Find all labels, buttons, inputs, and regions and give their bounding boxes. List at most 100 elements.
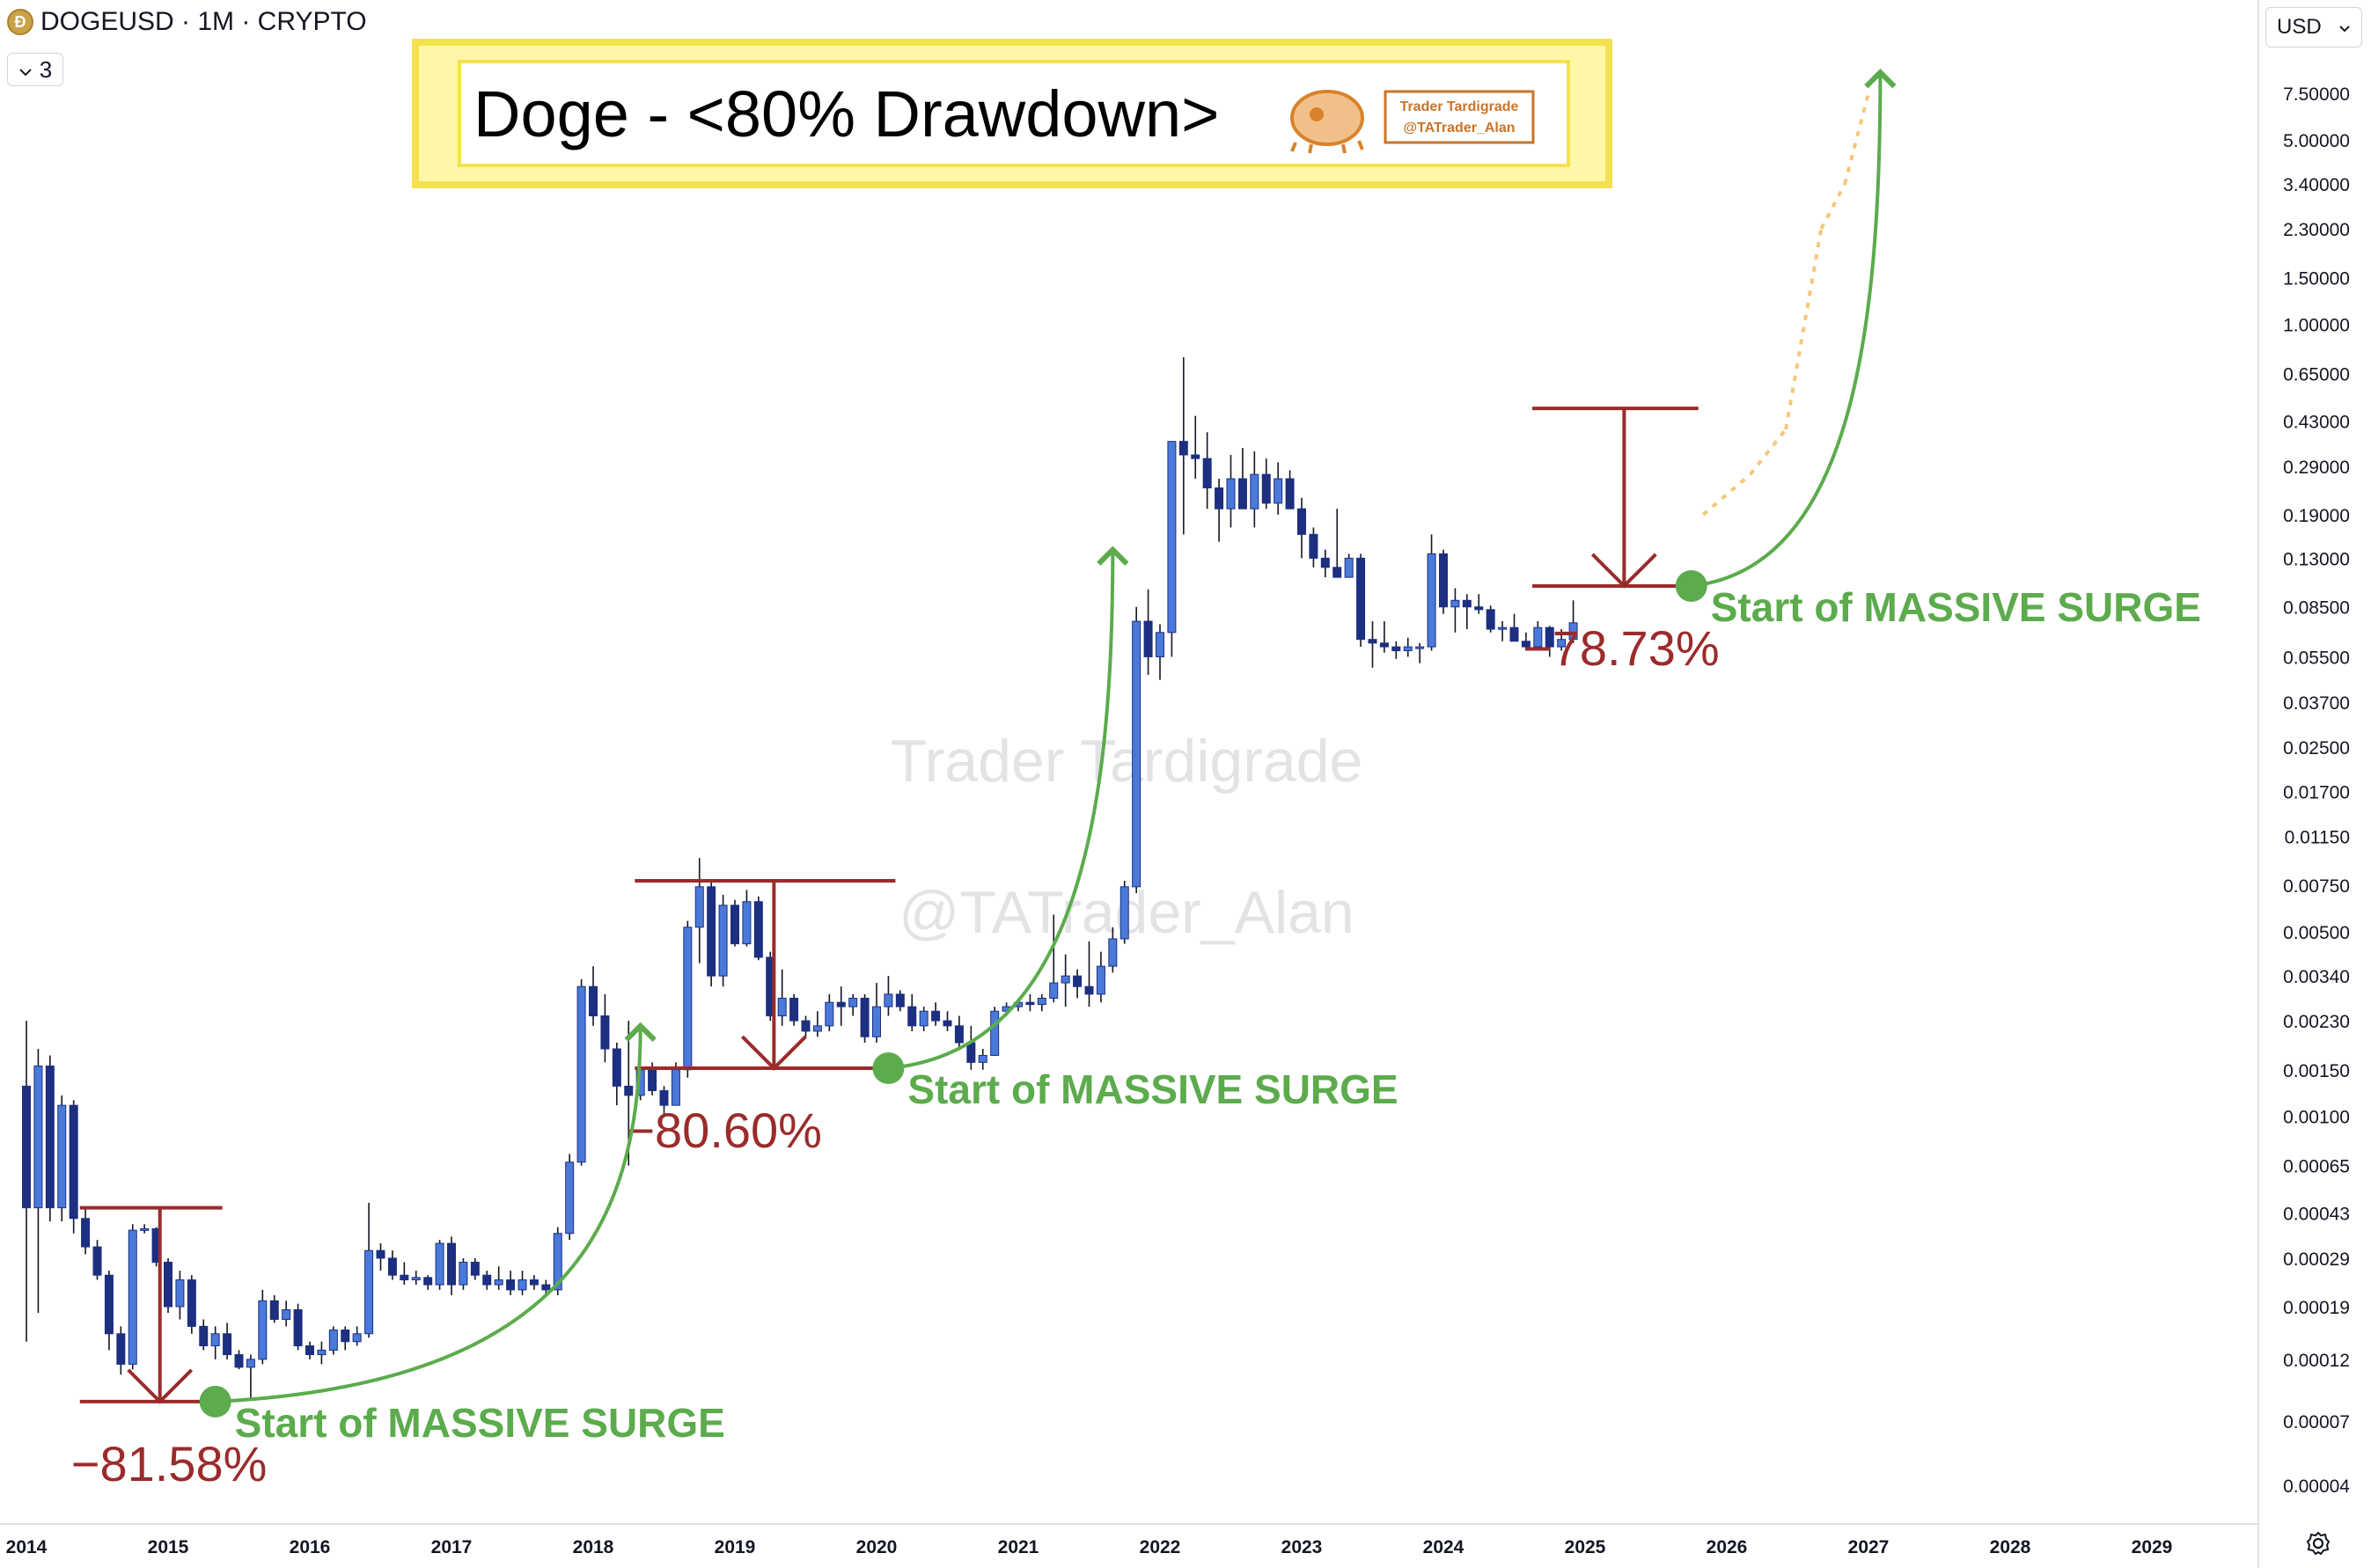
- candle: [1132, 606, 1141, 894]
- drawdown-percent-label: −78.73%: [1523, 620, 1720, 676]
- candle-body: [175, 1279, 185, 1308]
- candle-body: [671, 1069, 680, 1106]
- candle: [187, 1275, 196, 1334]
- candle: [33, 1049, 43, 1314]
- candle: [600, 993, 610, 1063]
- candle: [423, 1275, 433, 1290]
- price-tick-label: 0.29000: [2283, 458, 2350, 478]
- candle-body: [966, 1042, 976, 1063]
- candle: [411, 1271, 421, 1286]
- candle: [1439, 549, 1448, 614]
- time-axis[interactable]: 2014 2015 2016 2017 2018 2019 2020 2021 2022 2023…: [6, 1537, 2173, 1557]
- candle: [919, 1007, 929, 1031]
- candle: [223, 1323, 232, 1359]
- candle: [1285, 470, 1295, 509]
- candle-body: [293, 1308, 303, 1347]
- candle: [459, 1257, 468, 1290]
- candle: [1119, 880, 1129, 944]
- candle-body: [777, 997, 787, 1017]
- candle: [57, 1095, 67, 1221]
- candle-body: [164, 1261, 173, 1308]
- candle: [1332, 509, 1342, 578]
- candle: [199, 1319, 209, 1351]
- candle: [1261, 458, 1271, 509]
- candle-body: [400, 1274, 409, 1281]
- candle-body: [33, 1065, 43, 1209]
- candle-body: [1202, 458, 1212, 488]
- candle: [1297, 497, 1306, 559]
- candle: [482, 1271, 492, 1290]
- candle-body: [1073, 975, 1083, 987]
- candle-body: [1568, 622, 1578, 641]
- candle: [1474, 594, 1484, 614]
- price-tick-label: 0.00230: [2283, 1012, 2350, 1032]
- drawdown-arrow-head: [740, 1035, 807, 1071]
- candle-body: [364, 1249, 374, 1335]
- candle-body: [411, 1277, 421, 1281]
- candle-body: [836, 1001, 846, 1007]
- price-tick-label: 0.00100: [2283, 1108, 2350, 1128]
- projection-segment: [1819, 183, 1846, 230]
- price-tick-label: 1.00000: [2283, 316, 2350, 336]
- candle: [1037, 993, 1046, 1012]
- surge-start-dot: [872, 1052, 905, 1085]
- price-tick-label: 0.03700: [2283, 693, 2350, 714]
- candle-body: [730, 905, 739, 945]
- surge-label: Start of MASSIVE SURGE: [1711, 584, 2201, 630]
- candle-body: [317, 1349, 327, 1356]
- candle-body: [1191, 454, 1200, 459]
- candle-body: [140, 1227, 150, 1231]
- banner-title: Doge - <80% Drawdown>: [473, 77, 1219, 150]
- price-tick-label: 7.50000: [2283, 84, 2350, 105]
- candle: [1521, 632, 1531, 651]
- chevron-down-icon: [2338, 15, 2351, 40]
- candle: [541, 1279, 551, 1295]
- candle-body: [931, 1010, 941, 1022]
- candle: [1427, 534, 1436, 651]
- candle-body: [494, 1279, 503, 1286]
- candle: [1237, 448, 1247, 509]
- candle: [966, 1025, 976, 1070]
- candle-body: [1403, 646, 1413, 652]
- candle: [1178, 357, 1188, 535]
- candle: [494, 1266, 503, 1290]
- indicator-toggle[interactable]: 3: [7, 53, 63, 86]
- candle: [328, 1326, 338, 1355]
- price-tick-label: 0.00065: [2283, 1157, 2350, 1177]
- price-tick-label: 0.05500: [2283, 648, 2350, 668]
- candle-body: [1061, 975, 1070, 984]
- candle: [506, 1271, 516, 1295]
- candle-body: [57, 1104, 67, 1209]
- axis-settings-button[interactable]: [2299, 1529, 2338, 1561]
- candle: [104, 1271, 114, 1351]
- currency-select[interactable]: USD: [2265, 7, 2362, 48]
- candle-body: [352, 1333, 362, 1343]
- banner-badge-line2: @TATrader_Alan: [1403, 121, 1515, 136]
- candle: [282, 1301, 291, 1327]
- price-axis[interactable]: 7.50000 5.00000 3.40000 2.30000 1.50000 1.000…: [2283, 84, 2350, 1497]
- candle: [659, 1086, 669, 1117]
- price-tick-label: 0.01700: [2283, 782, 2350, 802]
- candle-body: [1226, 478, 1236, 509]
- symbol-label: DOGEUSD · 1M · CRYPTO: [40, 7, 367, 36]
- price-tick-label: 0.00340: [2283, 967, 2350, 987]
- candle: [718, 894, 728, 987]
- time-tick-label: 2023: [1281, 1537, 1323, 1557]
- logo-legs: [1290, 140, 1364, 154]
- candle-body: [1474, 606, 1484, 611]
- candle-body: [341, 1330, 350, 1343]
- candle-body: [1427, 553, 1436, 648]
- surge-start-dot: [1675, 569, 1707, 602]
- candle-body: [22, 1085, 31, 1209]
- candle: [376, 1243, 385, 1271]
- candle-body: [1237, 478, 1247, 509]
- price-tick-label: 0.00150: [2283, 1061, 2350, 1081]
- surge-arrow: [215, 1022, 657, 1403]
- candle: [1073, 969, 1083, 999]
- time-tick-label: 2024: [1423, 1537, 1464, 1557]
- candle: [293, 1303, 303, 1351]
- candle: [1450, 588, 1460, 633]
- price-tick-label: 0.08500: [2283, 598, 2350, 619]
- candle-body: [1498, 626, 1508, 630]
